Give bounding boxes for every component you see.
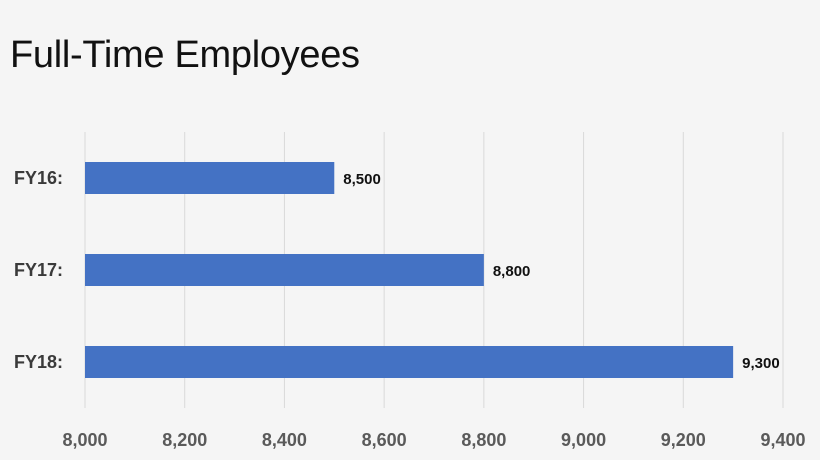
x-tick-label: 9,000	[561, 430, 606, 450]
x-tick-label: 8,200	[162, 430, 207, 450]
x-tick-label: 8,000	[62, 430, 107, 450]
category-label: FY17:	[14, 260, 63, 280]
x-tick-label: 9,400	[760, 430, 805, 450]
x-tick-labels: 8,000 8,200 8,400 8,600 8,800 9,000 9,200 9,400	[62, 430, 805, 450]
category-labels: FY16: FY17: FY18:	[14, 168, 63, 372]
data-label: 8,500	[343, 171, 381, 188]
data-label: 9,300	[742, 355, 780, 372]
chart-title: Full-Time Employees	[10, 34, 360, 76]
data-label: 8,800	[493, 263, 531, 280]
category-label: FY18:	[14, 352, 63, 372]
data-labels: 8,500 8,800 9,300	[343, 171, 779, 372]
bars	[85, 162, 734, 378]
x-tick-label: 9,200	[661, 430, 706, 450]
bar	[85, 346, 734, 378]
x-tick-label: 8,800	[461, 430, 506, 450]
x-tick-label: 8,400	[262, 430, 307, 450]
bar	[85, 254, 484, 286]
x-tick-label: 8,600	[362, 430, 407, 450]
category-label: FY16:	[14, 168, 63, 188]
bar	[85, 162, 335, 194]
